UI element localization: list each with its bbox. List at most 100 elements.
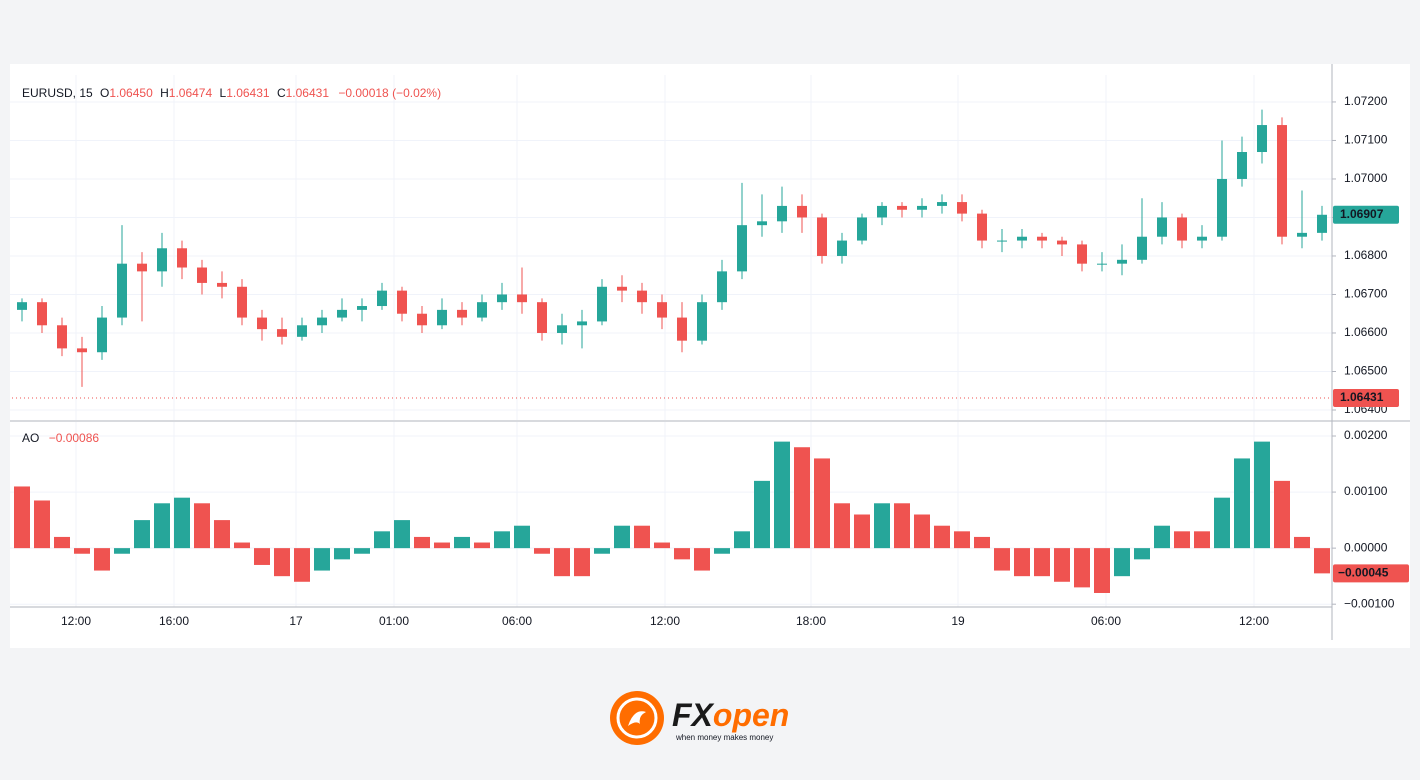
- histogram-bar: [594, 548, 610, 554]
- price-badge: [1333, 205, 1399, 224]
- candle-body: [957, 202, 967, 214]
- price-badge-label: 1.06907: [1340, 207, 1384, 221]
- candle-body: [1177, 217, 1187, 241]
- logo-mark-shape: [628, 711, 646, 726]
- candle-body: [537, 302, 547, 333]
- histogram-bar: [434, 542, 450, 549]
- x-tick-label: 19: [951, 614, 965, 628]
- histogram-bar: [674, 548, 690, 560]
- axes: 12:00 16:00 17 01:00 06:00 12:00 18:00 19 06:00 1…: [61, 94, 1409, 628]
- candle-body: [577, 321, 587, 326]
- candle-body: [1317, 214, 1327, 233]
- candle-body: [1197, 236, 1207, 241]
- histogram-bar: [454, 536, 470, 549]
- histogram-bar: [234, 542, 250, 549]
- candle-body: [237, 286, 247, 318]
- histogram-bar: [94, 548, 110, 571]
- value-badge-label: −0.00045: [1338, 566, 1389, 580]
- y-tick-label: 1.07100: [1344, 133, 1388, 147]
- legend-key: H: [160, 86, 169, 100]
- histogram-bar: [334, 548, 350, 560]
- candle-body: [117, 263, 127, 318]
- symbol: EURUSD, 15: [22, 86, 93, 100]
- histogram-bar: [654, 542, 670, 549]
- histogram-bar: [1194, 531, 1210, 549]
- candle-body: [777, 205, 787, 222]
- x-tick-label: 16:00: [159, 614, 189, 628]
- candle-body: [557, 325, 567, 333]
- candle-body: [337, 309, 347, 318]
- histogram-bar: [1054, 548, 1070, 582]
- histogram-bar: [934, 525, 950, 549]
- histogram-bar: [1234, 458, 1250, 549]
- candle-body: [677, 317, 687, 341]
- candle-body: [797, 205, 807, 218]
- candle-body: [437, 309, 447, 326]
- legend-value: 1.06431: [226, 86, 270, 100]
- y-tick-label: 0.00100: [1344, 484, 1388, 498]
- legend-change: −0.00018 (−0.02%): [338, 86, 441, 100]
- histogram-bar: [954, 531, 970, 549]
- candle-body: [217, 282, 227, 287]
- logo-brand-a: FX: [672, 697, 715, 733]
- candle-body: [1297, 232, 1307, 237]
- histogram-bar: [874, 503, 890, 549]
- logo-text: FXopen: [672, 697, 789, 733]
- candle-body: [1157, 217, 1167, 237]
- histogram-bar: [114, 548, 130, 554]
- histogram-bar: [534, 548, 550, 554]
- x-tick-label: 12:00: [61, 614, 91, 628]
- candle-body: [297, 325, 307, 337]
- x-tick-label: 17: [289, 614, 303, 628]
- candle-body: [717, 271, 727, 303]
- candle-body: [857, 217, 867, 241]
- marks: [12, 109, 1332, 593]
- histogram-bar: [1114, 548, 1130, 577]
- histogram-bar: [494, 531, 510, 549]
- histogram-bar: [774, 441, 790, 549]
- histogram-bar: [1314, 548, 1330, 574]
- candle-body: [397, 290, 407, 314]
- candle-body: [37, 302, 47, 326]
- histogram-bar: [1134, 548, 1150, 560]
- indicator-legend: AO −0.00086: [22, 431, 99, 445]
- candle-body: [197, 267, 207, 283]
- histogram-bar: [1254, 441, 1270, 549]
- histogram-bar: [214, 520, 230, 549]
- candle-body: [1117, 259, 1127, 264]
- legend-key: C: [277, 86, 286, 100]
- y-tick-label: 1.06600: [1344, 325, 1388, 339]
- price-badge-label: 1.06431: [1340, 390, 1384, 404]
- candle-body: [517, 294, 527, 303]
- candle-body: [917, 205, 927, 210]
- y-tick-label: 1.06500: [1344, 364, 1388, 378]
- x-tick-label: 18:00: [796, 614, 826, 628]
- histogram-bar: [614, 525, 630, 549]
- histogram-bar: [254, 548, 270, 565]
- candle-body: [137, 263, 147, 272]
- candle-body: [1277, 125, 1287, 237]
- y-tick-label: 1.06700: [1344, 287, 1388, 301]
- x-tick-label: 12:00: [1239, 614, 1269, 628]
- candle-body: [177, 248, 187, 268]
- histogram-bar: [914, 514, 930, 549]
- candle-body: [257, 317, 267, 330]
- grid: [10, 75, 1332, 607]
- candle-body: [697, 302, 707, 341]
- y-tick-label: −0.00100: [1344, 596, 1395, 610]
- histogram-bar: [974, 536, 990, 549]
- candle-body: [1137, 236, 1147, 260]
- histogram-bar: [994, 548, 1010, 571]
- y-tick-label: 1.06800: [1344, 248, 1388, 262]
- histogram-bar: [1034, 548, 1050, 577]
- candle-body: [837, 240, 847, 256]
- histogram-bar: [1174, 531, 1190, 549]
- x-tick-label: 06:00: [1091, 614, 1121, 628]
- indicator-name: AO: [22, 431, 39, 445]
- candle-body: [1037, 236, 1047, 241]
- histogram-bar: [834, 503, 850, 549]
- y-tick-label: 0.00200: [1344, 428, 1388, 442]
- value-badge: [1333, 564, 1409, 583]
- histogram-bar: [374, 531, 390, 549]
